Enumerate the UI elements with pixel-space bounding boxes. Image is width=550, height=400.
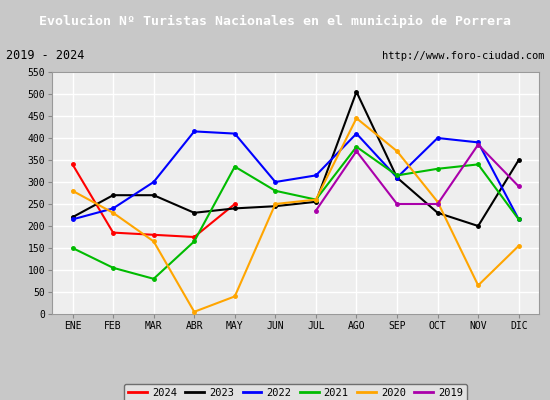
Text: http://www.foro-ciudad.com: http://www.foro-ciudad.com [382, 51, 544, 61]
Text: 2019 - 2024: 2019 - 2024 [6, 49, 84, 62]
Text: Evolucion Nº Turistas Nacionales en el municipio de Porrera: Evolucion Nº Turistas Nacionales en el m… [39, 14, 511, 28]
Legend: 2024, 2023, 2022, 2021, 2020, 2019: 2024, 2023, 2022, 2021, 2020, 2019 [124, 384, 468, 400]
